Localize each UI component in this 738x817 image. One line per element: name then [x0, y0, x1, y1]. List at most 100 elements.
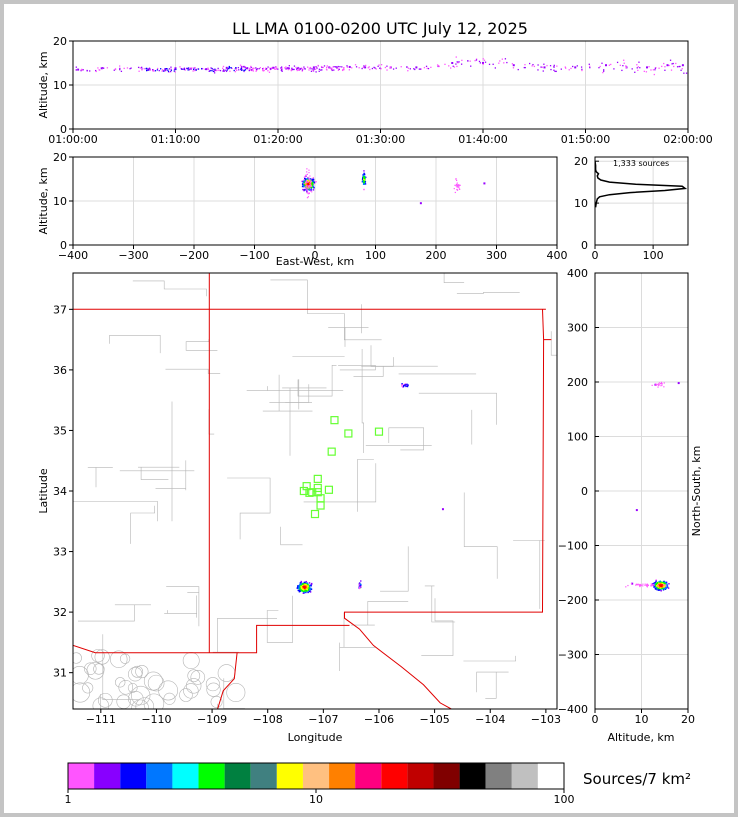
- ns-height-point: [668, 583, 670, 585]
- county-line: [303, 463, 377, 503]
- plan-view-y-tick-label: 35: [53, 424, 67, 437]
- time-height-x-tick-label: 01:30:00: [356, 133, 405, 146]
- plan-view-x-tick-label: −110: [141, 713, 171, 726]
- plan-view-point: [307, 591, 309, 594]
- time-height-point: [295, 66, 297, 69]
- time-height-x-tick-label: 01:00:00: [48, 133, 97, 146]
- time-height-point: [287, 68, 290, 71]
- time-height-point: [302, 68, 304, 70]
- time-height-point: [250, 65, 252, 68]
- ew-height-y-ticks: 0 10 20: [53, 151, 73, 252]
- colorbar-swatch: [407, 763, 434, 789]
- ns-height-point: [647, 584, 650, 586]
- time-height-point: [613, 68, 615, 70]
- time-height-point: [341, 66, 343, 68]
- time-height-point: [271, 66, 274, 69]
- time-height-point: [683, 72, 685, 74]
- ew-height-point: [309, 190, 312, 192]
- plan-view-y-tick-label: 34: [53, 485, 67, 498]
- time-height-point: [271, 67, 273, 69]
- time-height-point: [301, 70, 303, 72]
- time-height-point: [455, 56, 457, 58]
- time-height-point: [120, 70, 123, 72]
- ew-height-point: [308, 169, 310, 171]
- ew-height-point: [308, 188, 310, 190]
- ew-height-point: [364, 177, 366, 179]
- county-line: [119, 653, 131, 664]
- station-marker: [313, 483, 322, 493]
- ns-height-point: [661, 383, 663, 385]
- ns-height-point: [651, 583, 654, 585]
- ns-height-point: [665, 581, 668, 584]
- ew-height-point: [307, 188, 309, 190]
- ns-height-point: [642, 585, 644, 587]
- plan-view-point: [360, 584, 362, 586]
- time-height-point: [685, 72, 688, 74]
- ew-height-point: [306, 186, 309, 189]
- time-height-point: [650, 69, 652, 71]
- time-height-point: [680, 69, 682, 71]
- time-height-point: [160, 68, 162, 70]
- colorbar-swatches: [68, 763, 564, 789]
- ew-height-point: [458, 186, 460, 189]
- plan-view-point: [301, 588, 304, 591]
- ew-height-point: [309, 177, 312, 180]
- plan-view-point: [301, 590, 303, 592]
- station-marker: [316, 501, 325, 510]
- ew-height-point: [305, 179, 308, 182]
- plan-view-point: [404, 384, 406, 386]
- time-height-point: [244, 66, 246, 69]
- county-line: [262, 374, 313, 412]
- time-height-point: [288, 65, 290, 67]
- time-height-point: [228, 67, 230, 69]
- ew-height-point: [302, 184, 305, 186]
- time-height-point: [195, 69, 197, 71]
- plan-view-point: [297, 589, 300, 592]
- time-height-point: [158, 69, 160, 72]
- time-height-point: [450, 67, 452, 69]
- time-height-point: [194, 69, 196, 71]
- ew-height-point: [310, 186, 312, 189]
- plan-view-point: [310, 583, 313, 586]
- time-height-point: [165, 68, 167, 70]
- time-height-point: [379, 67, 381, 69]
- plan-view-x-tick-label: −103: [531, 713, 561, 726]
- time-height-point: [318, 68, 321, 70]
- time-height-point: [541, 66, 543, 68]
- time-height-point: [407, 67, 410, 69]
- time-height-point: [170, 69, 173, 71]
- ew-height-point: [455, 178, 457, 180]
- time-height-point: [228, 67, 230, 70]
- county-line: [135, 697, 155, 709]
- county-line: [165, 368, 221, 374]
- time-height-point: [95, 70, 97, 73]
- time-height-point: [211, 69, 213, 72]
- plan-view-y-ticks: 31 32 33 34 35 36 37: [53, 303, 73, 680]
- ew-height-point: [306, 171, 308, 173]
- time-height-point: [129, 68, 131, 70]
- ew-height-point: [309, 175, 311, 177]
- time-height-point: [217, 67, 219, 70]
- ew-height-point: [454, 184, 456, 186]
- ew-height-point: [308, 192, 310, 194]
- ns-height-point: [664, 588, 667, 590]
- time-height-point: [186, 67, 188, 70]
- time-height-point: [258, 68, 260, 70]
- time-height-point: [196, 68, 199, 70]
- ew-height-point: [301, 183, 304, 185]
- time-height-point: [346, 65, 348, 67]
- time-height-point: [414, 68, 416, 71]
- time-height-point: [236, 69, 238, 72]
- time-height-point: [616, 61, 619, 64]
- ew-height-point: [306, 184, 308, 186]
- ew-height-x-tick-label: −400: [58, 249, 88, 262]
- time-height-point: [315, 66, 317, 68]
- county-line: [361, 349, 364, 453]
- ns-height-point: [655, 580, 657, 582]
- ns-height-point: [651, 585, 653, 587]
- ns-height-point: [636, 584, 639, 586]
- plan-view-x-tick-label: −107: [308, 713, 338, 726]
- ew-height-point: [309, 181, 312, 184]
- time-height-point: [362, 66, 365, 69]
- time-height-point: [249, 69, 252, 71]
